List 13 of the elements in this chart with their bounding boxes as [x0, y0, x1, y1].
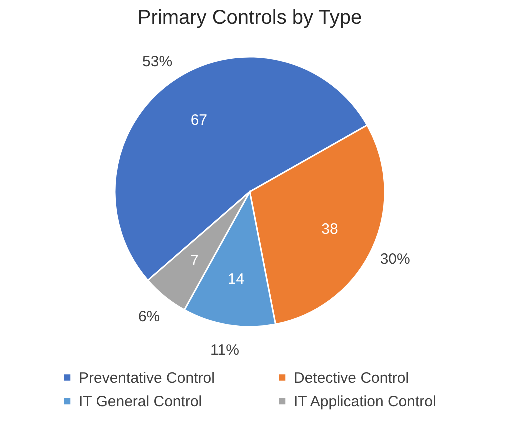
data-label: 67: [190, 112, 208, 130]
data-label: 14: [228, 270, 245, 288]
legend-label: IT General Control: [79, 394, 202, 410]
text: 53%: [142, 53, 173, 70]
text: 6%: [138, 308, 160, 326]
legend-label: Preventative Control: [79, 370, 215, 387]
text: 11%: [210, 342, 240, 360]
data-label: 7: [190, 252, 199, 270]
text: 30%: [380, 250, 410, 268]
chart-title: Primary Controls by Type: [138, 7, 362, 29]
data-label: 38: [322, 220, 338, 238]
legend-label: Detective Control: [294, 370, 410, 387]
legend-label: IT Application Control: [294, 394, 436, 410]
